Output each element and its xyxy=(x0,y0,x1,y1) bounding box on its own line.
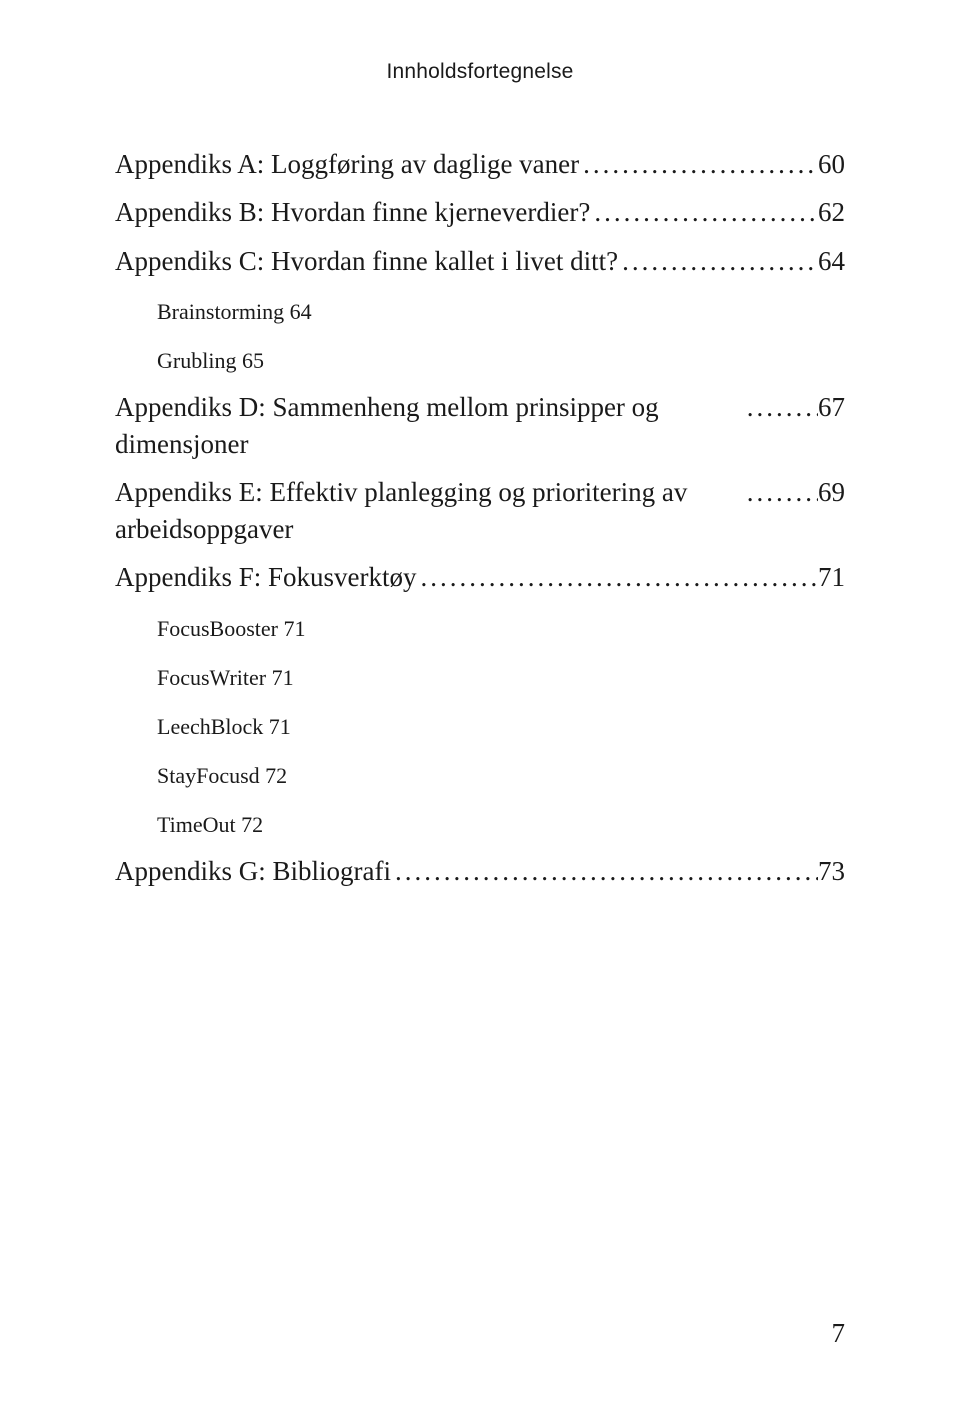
table-of-contents: Appendiks A: Loggføring av daglige vaner… xyxy=(115,146,845,889)
toc-entry: Appendiks E: Effektiv planlegging og pri… xyxy=(115,474,845,547)
toc-page: 60 xyxy=(818,146,845,182)
toc-leader: ........................................… xyxy=(743,474,818,510)
toc-title: Appendiks C: Hvordan finne kallet i live… xyxy=(115,243,618,279)
toc-title: Appendiks A: Loggføring av daglige vaner xyxy=(115,146,579,182)
toc-leader: ........................................… xyxy=(743,389,818,425)
toc-title: Appendiks G: Bibliografi xyxy=(115,853,391,889)
page: Innholdsfortegnelse Appendiks A: Loggfør… xyxy=(0,0,960,1411)
toc-subentry: StayFocusd 72 xyxy=(115,759,845,792)
toc-leader: ........................................… xyxy=(417,559,818,595)
toc-title: Appendiks F: Fokusverktøy xyxy=(115,559,417,595)
toc-entry: Appendiks C: Hvordan finne kallet i live… xyxy=(115,243,845,279)
toc-leader: ........................................… xyxy=(579,146,818,182)
toc-subentry: TimeOut 72 xyxy=(115,808,845,841)
toc-page: 69 xyxy=(818,474,845,510)
toc-page: 62 xyxy=(818,194,845,230)
toc-subentry: FocusWriter 71 xyxy=(115,661,845,694)
toc-leader: ........................................… xyxy=(618,243,818,279)
toc-entry: Appendiks D: Sammenheng mellom prinsippe… xyxy=(115,389,845,462)
toc-title: Appendiks E: Effektiv planlegging og pri… xyxy=(115,474,743,547)
toc-entry: Appendiks B: Hvordan finne kjerneverdier… xyxy=(115,194,845,230)
toc-entry: Appendiks F: Fokusverktøy ..............… xyxy=(115,559,845,595)
toc-title: TimeOut 72 xyxy=(157,808,263,841)
toc-page: 71 xyxy=(818,559,845,595)
toc-leader: ........................................… xyxy=(391,853,818,889)
toc-title: Appendiks B: Hvordan finne kjerneverdier… xyxy=(115,194,590,230)
running-head: Innholdsfortegnelse xyxy=(115,60,845,84)
toc-entry: Appendiks A: Loggføring av daglige vaner… xyxy=(115,146,845,182)
toc-title: FocusBooster 71 xyxy=(157,612,306,645)
page-number: 7 xyxy=(832,1318,846,1349)
toc-subentry: Brainstorming 64 xyxy=(115,295,845,328)
toc-subentry: Grubling 65 xyxy=(115,344,845,377)
toc-page: 67 xyxy=(818,389,845,425)
toc-page: 64 xyxy=(818,243,845,279)
toc-title: LeechBlock 71 xyxy=(157,710,291,743)
toc-title: FocusWriter 71 xyxy=(157,661,294,694)
toc-leader: ........................................… xyxy=(590,194,818,230)
toc-title: Grubling 65 xyxy=(157,344,264,377)
toc-page: 73 xyxy=(818,853,845,889)
toc-title: Brainstorming 64 xyxy=(157,295,312,328)
toc-entry: Appendiks G: Bibliografi ...............… xyxy=(115,853,845,889)
toc-subentry: FocusBooster 71 xyxy=(115,612,845,645)
toc-subentry: LeechBlock 71 xyxy=(115,710,845,743)
toc-title: Appendiks D: Sammenheng mellom prinsippe… xyxy=(115,389,743,462)
toc-title: StayFocusd 72 xyxy=(157,759,287,792)
